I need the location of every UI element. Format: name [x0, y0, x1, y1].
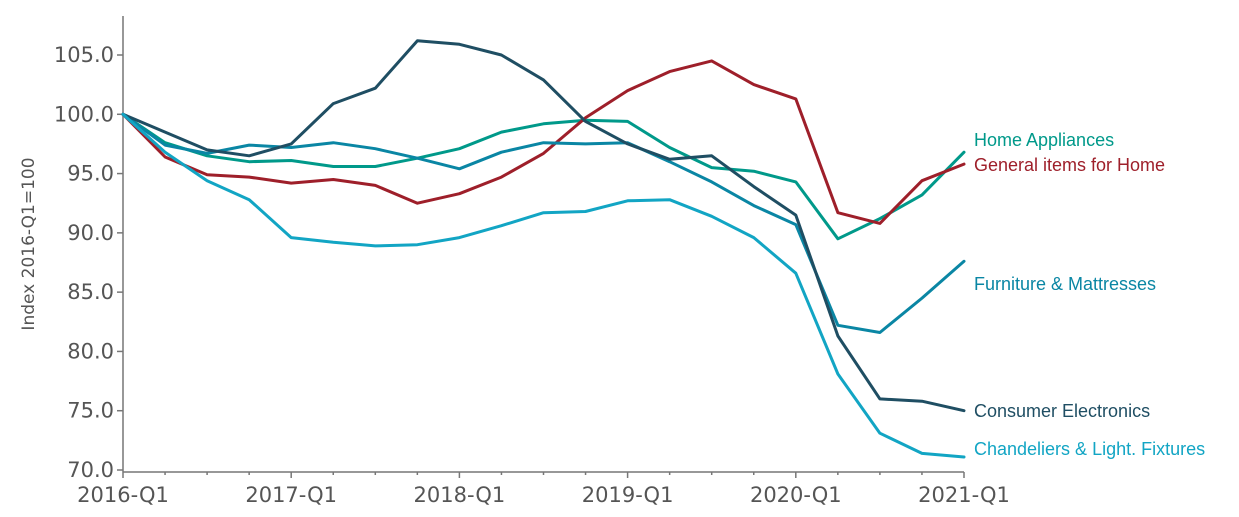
y-tick-label: 105.0 [54, 43, 114, 67]
series-label: Consumer Electronics [974, 401, 1150, 421]
series-label: General items for Home [974, 155, 1165, 175]
x-tick-label: 2021-Q1 [918, 483, 1010, 507]
x-tick-label: 2018-Q1 [414, 483, 506, 507]
series-line [121, 112, 966, 334]
y-tick-label: 90.0 [67, 221, 114, 245]
series-label: Home Appliances [974, 130, 1114, 150]
x-axis: 2016-Q1 2017-Q1 2018-Q1 2019-Q1 2020-Q1 2021-… [77, 471, 1010, 507]
y-tick-label: 85.0 [67, 280, 114, 304]
series-label: Furniture & Mattresses [974, 274, 1156, 294]
series-line [121, 112, 966, 459]
series-line [121, 39, 966, 413]
series-labels: Home Appliances General items for Home Fur… [974, 130, 1205, 459]
y-tick-label: 75.0 [67, 399, 114, 423]
x-tick-label: 2017-Q1 [245, 483, 337, 507]
y-axis: 70.0 75.0 80.0 85.0 90.0 95.0 100.0 105.0 [54, 16, 124, 482]
y-tick-label: 95.0 [67, 162, 114, 186]
y-tick-label: 70.0 [67, 458, 114, 482]
y-tick-label: 100.0 [54, 102, 114, 126]
series-label: Chandeliers & Light. Fixtures [974, 439, 1205, 459]
x-tick-label: 2020-Q1 [750, 483, 842, 507]
x-tick-label: 2019-Q1 [582, 483, 674, 507]
x-tick-label: 2016-Q1 [77, 483, 169, 507]
series-lines [121, 39, 966, 459]
series-line [121, 112, 966, 241]
y-tick-label: 80.0 [67, 339, 114, 363]
y-axis-title: Index 2016-Q1=100 [19, 157, 39, 330]
series-line [121, 59, 966, 225]
